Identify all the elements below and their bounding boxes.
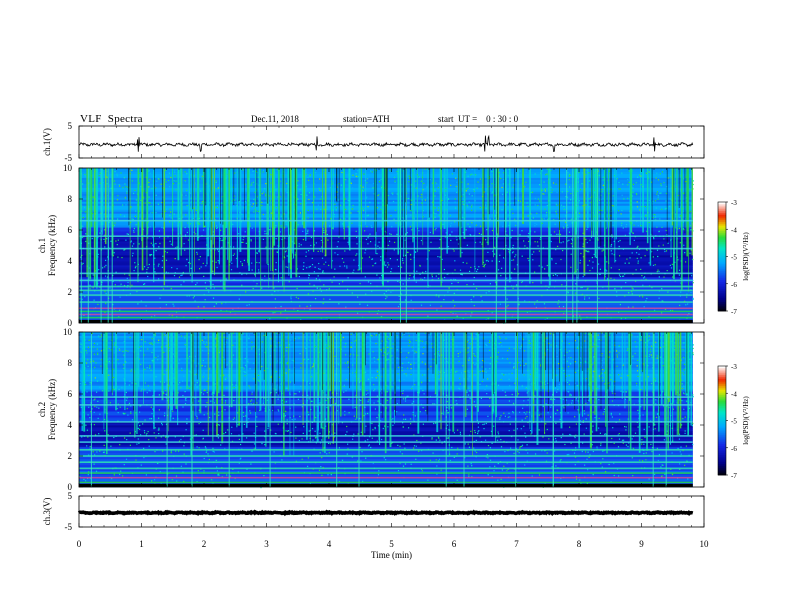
y-tick-label: 2: [68, 451, 73, 461]
colorbar-tick-label: -4: [731, 226, 737, 234]
y-tick-label: 5: [68, 491, 73, 501]
colorbar-tick-label: -3: [731, 199, 737, 207]
colorbar-tick-label: -7: [731, 308, 737, 316]
colorbar: -3 -4 -5 -6 -7 log(PSD)(V²/Hz): [717, 199, 750, 316]
x-tick-label: 6: [452, 539, 457, 549]
spectrogram-image: [79, 332, 694, 489]
y-tick-label: 8: [68, 358, 73, 368]
x-tick-label: 3: [264, 539, 269, 549]
y-tick-label: 0: [68, 482, 73, 492]
y-axis-label: ch.2: [37, 402, 47, 417]
y-axis-label: Frequency (kHz): [47, 215, 57, 276]
panel-ch1-waveform: 5 -5 ch.1(V): [42, 121, 705, 163]
y-axis-label: ch.3(V): [42, 498, 52, 526]
colorbar-tick-label: -7: [731, 472, 737, 480]
y-tick-label: 10: [63, 163, 73, 173]
x-tick-label: 0: [77, 539, 82, 549]
y-axis-label: ch.1: [37, 238, 47, 253]
x-tick-label: 8: [577, 539, 582, 549]
y-tick-label: 10: [63, 327, 73, 337]
y-tick-label: 5: [68, 121, 73, 131]
colorbar-label: log(PSD)(V²/Hz): [742, 396, 750, 445]
y-tick-label: 8: [68, 194, 73, 204]
y-tick-label: 6: [68, 225, 73, 235]
y-axis-label: Frequency (kHz): [47, 379, 57, 440]
y-tick-label: -5: [65, 153, 73, 163]
colorbar: -3 -4 -5 -6 -7 log(PSD)(V²/Hz): [717, 363, 750, 480]
y-tick-label: 0: [68, 318, 73, 328]
figure-date: Dec.11, 2018: [251, 114, 299, 124]
colorbar-tick-label: -6: [731, 281, 737, 289]
figure-start-ut: start UT = 0 : 30 : 0: [438, 114, 519, 124]
y-tick-label: 4: [68, 256, 73, 266]
y-tick-label: 4: [68, 420, 73, 430]
panel-frame: [78, 125, 705, 159]
waveform-trace: [78, 134, 694, 153]
y-axis-label: ch.1(V): [42, 128, 52, 156]
y-tick-label: -5: [65, 522, 73, 532]
figure-station: station=ATH: [343, 114, 390, 124]
figure-title: VLF Spectra: [80, 113, 143, 125]
colorbar-tick-label: -5: [731, 418, 737, 426]
x-tick-label: 2: [202, 539, 207, 549]
y-tick-label: 6: [68, 389, 73, 399]
panel-ch1-spectrogram: -3 -4 -5 -6 -7 log(PSD)(V²/Hz) 0 2 4 6 8 10 ch.1 Freq…: [37, 163, 750, 328]
panel-ch3-waveform: 5 -5 ch.3(V): [42, 491, 705, 532]
colorbar-tick-label: -5: [731, 254, 737, 262]
colorbar-tick-label: -3: [731, 363, 737, 371]
x-tick-label: 4: [327, 539, 332, 549]
waveform-trace: [77, 509, 694, 517]
x-tick-label: 9: [639, 539, 644, 549]
y-tick-label: 2: [68, 287, 73, 297]
x-tick-label: 5: [389, 539, 394, 549]
x-tick-label: 10: [700, 539, 710, 549]
colorbar-label: log(PSD)(V²/Hz): [742, 232, 750, 281]
x-tick-label: 1: [139, 539, 144, 549]
panel-ch2-spectrogram: -3 -4 -5 -6 -7 log(PSD)(V²/Hz) 0 2 4 6 8 10 ch.2 Freq…: [37, 327, 750, 492]
colorbar-tick-label: -4: [731, 390, 737, 398]
x-tick-label: 7: [514, 539, 519, 549]
colorbar-tick-label: -6: [731, 445, 737, 453]
spectrogram-image: [79, 168, 694, 324]
x-axis-label: Time (min): [371, 550, 412, 560]
x-axis: 0 1 2 3 4 5 6 7 8 9 10 Time (min): [77, 539, 709, 560]
